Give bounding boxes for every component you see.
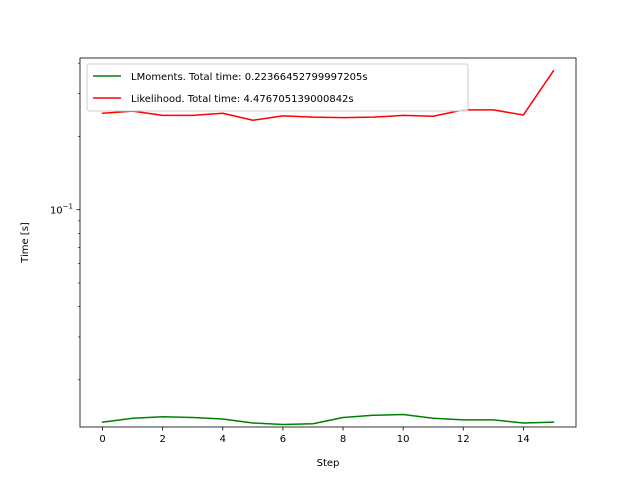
- x-axis-label: Step: [317, 458, 340, 469]
- y-tick-label: 10−1: [50, 203, 73, 217]
- legend-label-1: Likelihood. Total time: 4.47670513900084…: [131, 94, 354, 105]
- x-tick-label: 0: [99, 434, 105, 445]
- x-tick-label: 12: [457, 434, 470, 445]
- x-tick-label: 14: [517, 434, 530, 445]
- plot-area-frame: [79, 57, 577, 428]
- x-tick-label: 10: [397, 434, 410, 445]
- series-line-0: [101, 413, 555, 426]
- legend-label-0: LMoments. Total time: 0.2236645279999720…: [131, 72, 368, 83]
- x-axis: 0 2 4 6 8 10 12 14: [99, 427, 530, 445]
- legend-box: [86, 63, 469, 112]
- series-layer: [101, 69, 555, 426]
- x-tick-label: 6: [280, 434, 286, 445]
- x-tick-label: 2: [159, 434, 165, 445]
- series-line-1: [101, 69, 555, 122]
- x-tick-label: 8: [340, 434, 346, 445]
- y-axis: 10−1: [50, 62, 80, 381]
- y-axis-label: Time [s]: [20, 222, 31, 264]
- x-tick-label: 4: [220, 434, 226, 445]
- legend: LMoments. Total time: 0.2236645279999720…: [86, 63, 469, 112]
